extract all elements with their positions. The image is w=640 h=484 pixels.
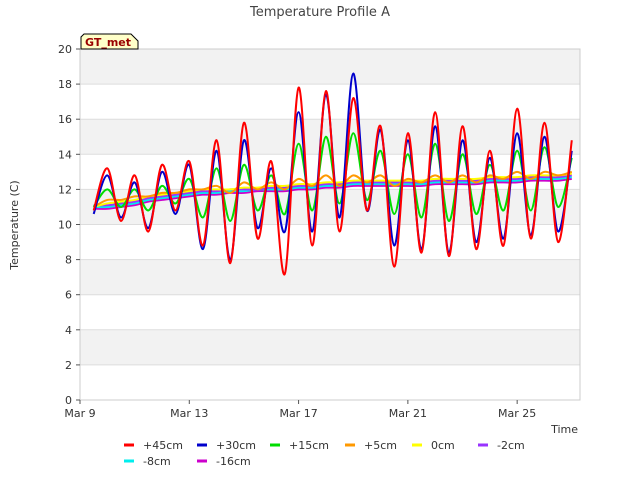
legend-label: +5cm xyxy=(364,439,397,452)
y-tick-label: 14 xyxy=(58,148,72,161)
y-tick-label: 0 xyxy=(65,394,72,407)
legend: +45cm +30cm +15cm +5cm 0cm -2cm -8cm -16cm xyxy=(124,439,525,468)
legend-label: -8cm xyxy=(143,455,171,468)
y-tick-label: 2 xyxy=(65,359,72,372)
legend-label: +45cm xyxy=(143,439,183,452)
x-tick-label: Mar 17 xyxy=(279,407,317,420)
legend-label: +30cm xyxy=(216,439,256,452)
series-line-45cm xyxy=(92,86,573,276)
series-line-16cm xyxy=(93,177,572,210)
y-axis-label: Temperature (C) xyxy=(8,180,21,270)
station-badge-box xyxy=(80,33,139,50)
y-tick-label: 4 xyxy=(65,324,72,337)
y-tick-label: 10 xyxy=(58,219,72,232)
legend-label: -16cm xyxy=(216,455,251,468)
y-tick-label: 8 xyxy=(65,254,72,267)
grid-band xyxy=(80,329,580,365)
grid-band xyxy=(80,294,580,330)
y-tick-label: 6 xyxy=(65,289,72,302)
legend-label: 0cm xyxy=(431,439,455,452)
y-axis: 0 2 4 6 8 10 12 14 16 18 20 xyxy=(58,43,80,407)
grid-band xyxy=(80,224,580,260)
y-tick-label: 20 xyxy=(58,43,72,56)
x-tick-label: Mar 21 xyxy=(389,407,427,420)
grid-band xyxy=(80,364,580,400)
x-tick-label: Mar 9 xyxy=(64,407,95,420)
series-line-8cm xyxy=(93,176,572,209)
series-line-5cm xyxy=(93,170,573,208)
y-tick-label: 12 xyxy=(58,183,72,196)
x-tick-label: Mar 25 xyxy=(498,407,536,420)
y-tick-label: 18 xyxy=(58,78,72,91)
station-label: GT_met xyxy=(85,36,131,49)
series-layer xyxy=(92,72,573,276)
legend-label: +15cm xyxy=(289,439,329,452)
grid-band xyxy=(80,49,580,85)
x-axis: Mar 9 Mar 13 Mar 17 Mar 21 Mar 25 xyxy=(64,400,536,420)
legend-label: -2cm xyxy=(497,439,525,452)
chart-title: Temperature Profile A xyxy=(249,5,390,20)
station-badge: GT_met xyxy=(80,33,139,50)
grid-band xyxy=(80,259,580,295)
y-tick-label: 16 xyxy=(58,113,72,126)
grid-bands xyxy=(80,48,580,401)
series-line-2cm xyxy=(93,174,572,207)
x-axis-label: Time xyxy=(550,423,578,436)
x-tick-label: Mar 13 xyxy=(170,407,208,420)
